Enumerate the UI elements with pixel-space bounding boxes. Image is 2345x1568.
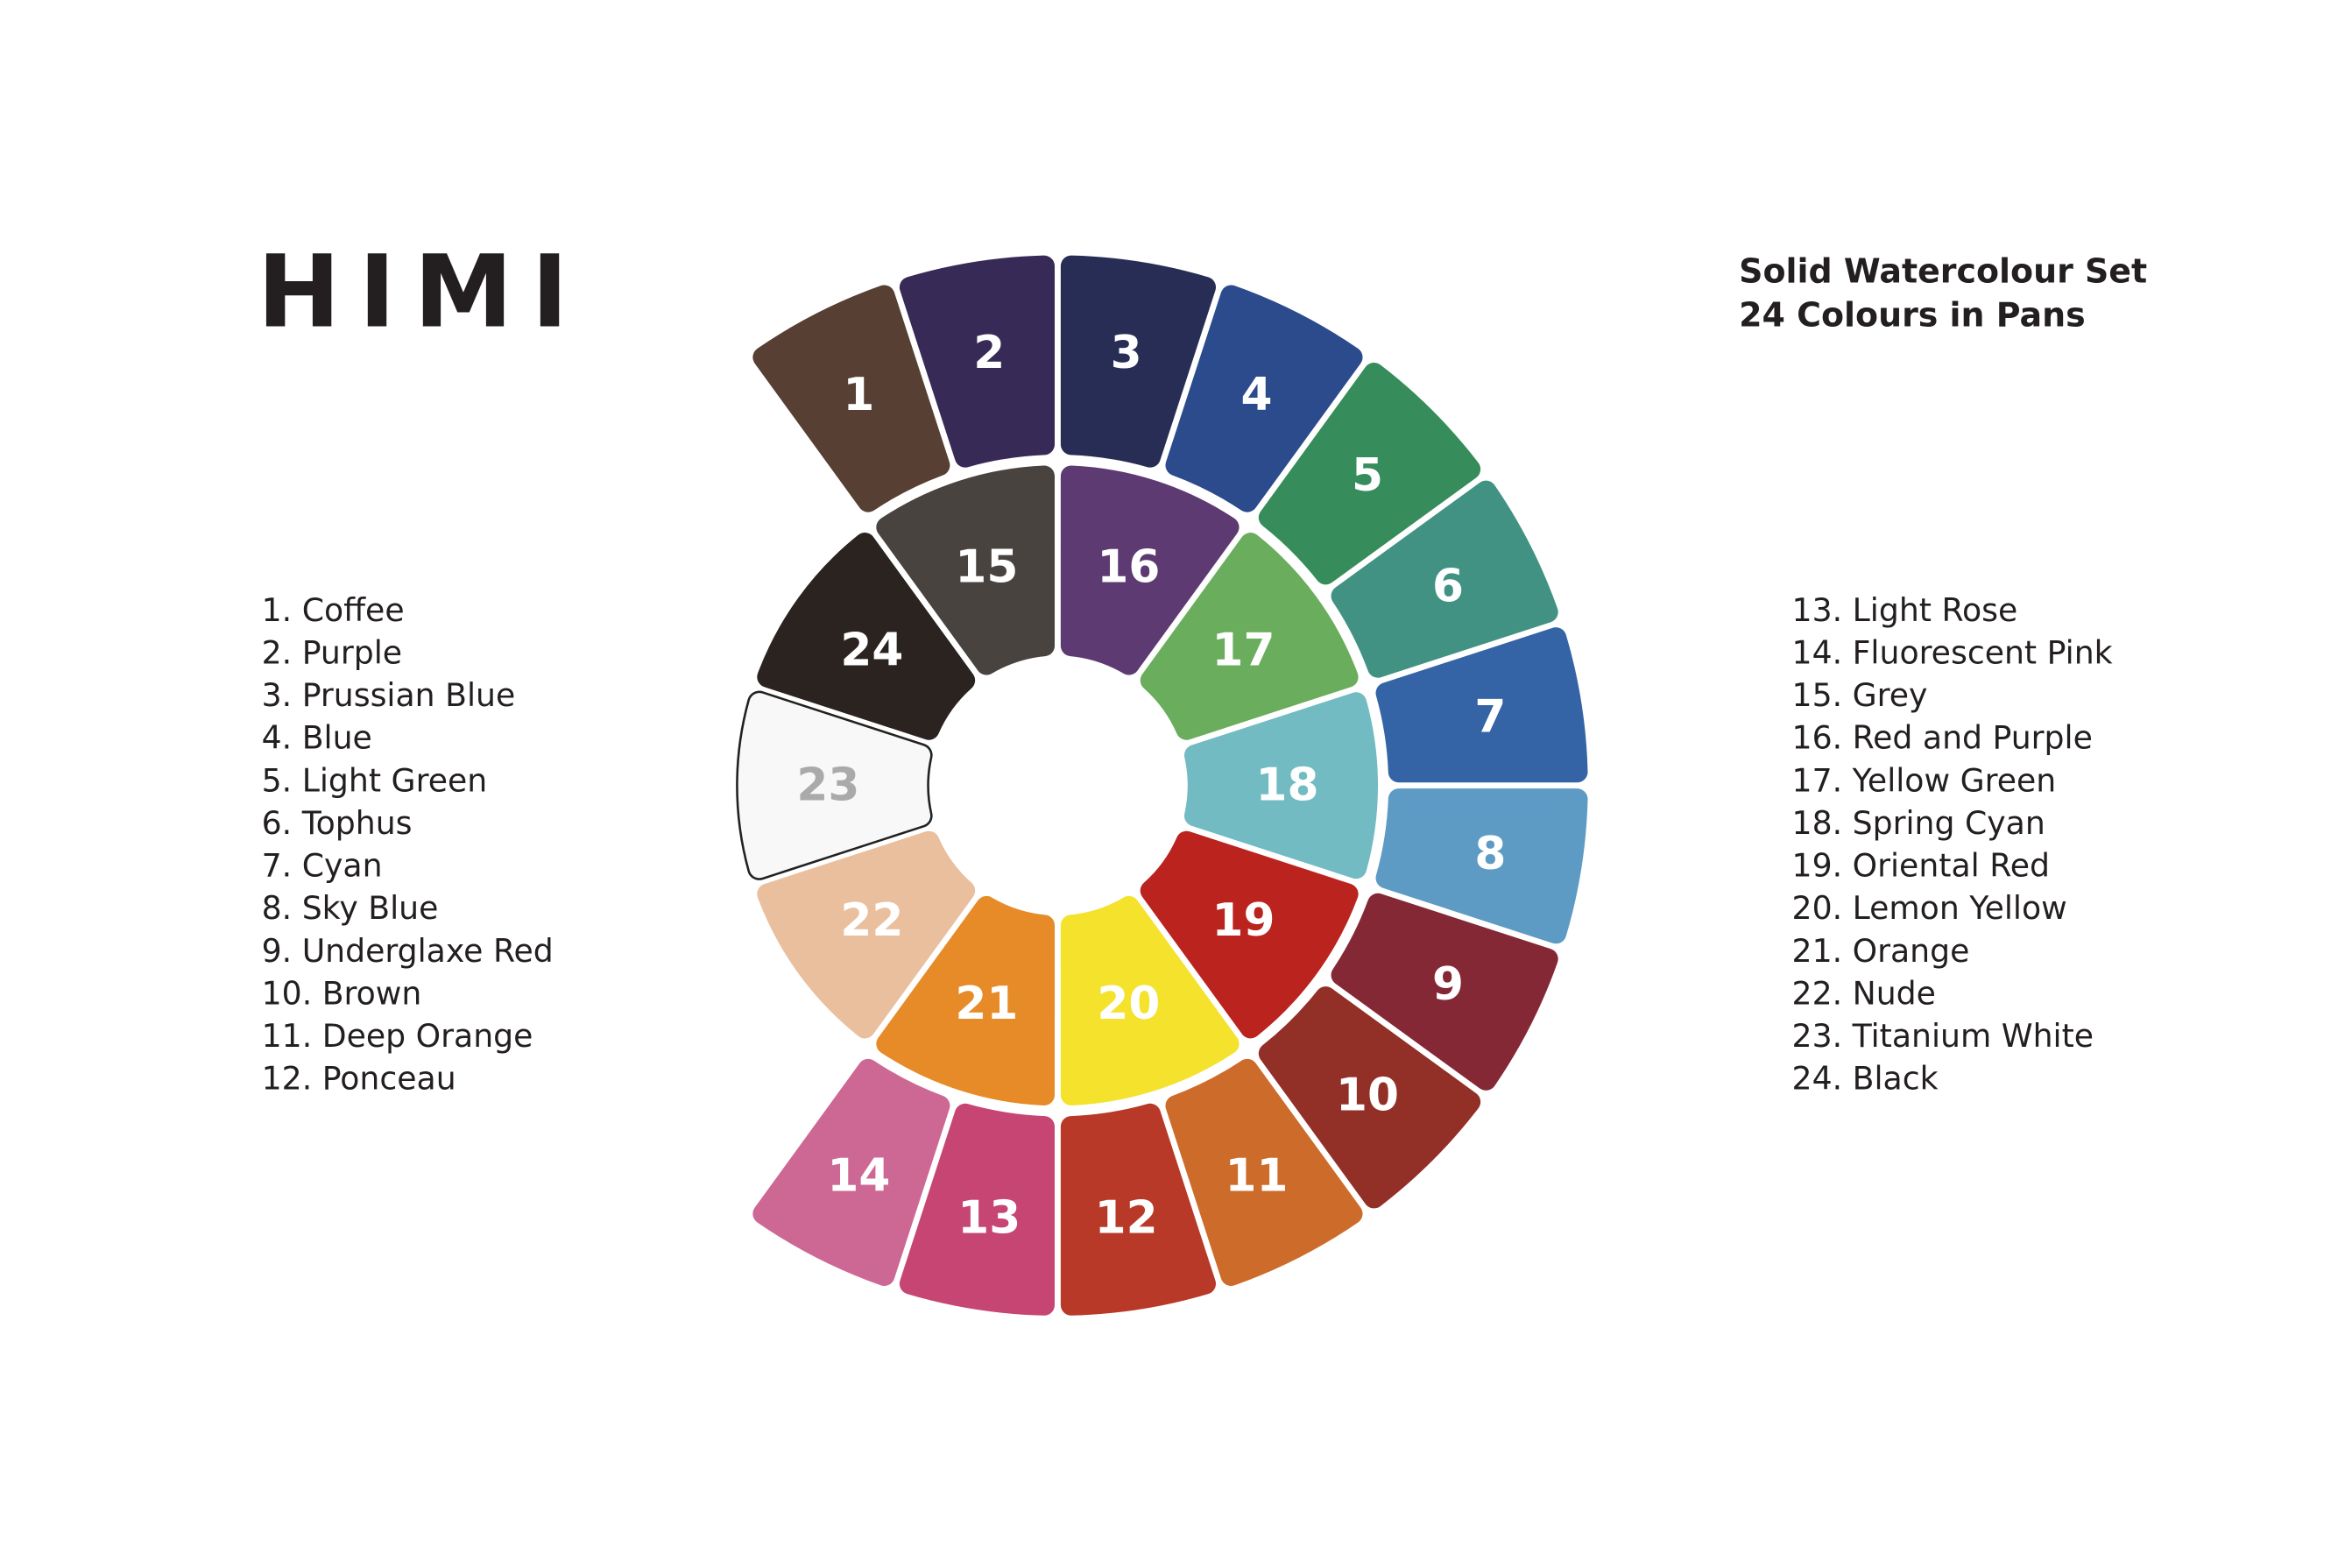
swatch xyxy=(1375,627,1588,783)
swatch-number: 16 xyxy=(1097,540,1160,593)
swatch xyxy=(757,830,976,1039)
legend-item: 24. Black xyxy=(1792,1060,1939,1098)
swatch-number: 10 xyxy=(1336,1069,1399,1121)
swatch-number: 1 xyxy=(843,369,874,421)
swatch-number: 8 xyxy=(1474,828,1506,880)
swatch-number: 24 xyxy=(840,625,903,677)
swatch xyxy=(757,533,976,740)
title-line: Solid Watercolour Set xyxy=(1739,251,2147,290)
swatch-number: 4 xyxy=(1240,369,1272,421)
legend-item: 7. Cyan xyxy=(262,847,383,885)
legend-item: 14. Fluorescent Pink xyxy=(1792,633,2113,671)
swatch-number: 19 xyxy=(1212,894,1275,947)
swatch xyxy=(752,285,950,512)
legend-item: 12. Ponceau xyxy=(262,1060,456,1098)
swatch xyxy=(876,895,1056,1105)
swatch xyxy=(1165,1058,1363,1286)
swatch xyxy=(1331,480,1558,678)
swatch-number: 2 xyxy=(973,327,1005,379)
swatch xyxy=(1060,1103,1217,1316)
swatch-number: 23 xyxy=(796,759,859,812)
legend-item: 3. Prussian Blue xyxy=(262,676,516,714)
swatch xyxy=(1258,363,1481,585)
swatch xyxy=(738,693,931,879)
swatch-number: 13 xyxy=(957,1192,1021,1245)
swatch xyxy=(1140,533,1359,740)
legend-item: 15. Grey xyxy=(1792,676,1928,714)
swatch-number: 9 xyxy=(1432,958,1464,1011)
legend-item: 1. Coffee xyxy=(262,591,405,629)
legend-item: 17. Yellow Green xyxy=(1792,761,2057,799)
swatch xyxy=(1140,830,1359,1039)
swatch-number: 12 xyxy=(1095,1192,1158,1245)
brand: HIMI xyxy=(257,233,586,350)
swatch-number: 21 xyxy=(955,978,1018,1030)
legend-item: 11. Deep Orange xyxy=(262,1017,533,1055)
swatch-number: 18 xyxy=(1256,759,1319,812)
legend-item: 22. Nude xyxy=(1792,974,1936,1012)
legend-item: 9. Underglaxe Red xyxy=(262,932,554,970)
legend: 1. Coffee 2. Purple 3. Prussian Blue 4. Blu… xyxy=(262,591,2113,1098)
swatch xyxy=(1183,692,1378,879)
swatch-number: 17 xyxy=(1212,625,1275,677)
legend-item: 8. Sky Blue xyxy=(262,889,439,927)
legend-item: 21. Orange xyxy=(1792,932,1970,970)
legend-item: 18. Spring Cyan xyxy=(1792,804,2045,842)
swatch xyxy=(899,255,1055,468)
swatch xyxy=(876,465,1056,675)
legend-item: 19. Oriental Red xyxy=(1792,847,2050,885)
legend-item: 13. Light Rose xyxy=(1792,591,2018,629)
swatch xyxy=(752,1058,950,1286)
swatch xyxy=(1060,465,1240,675)
legend-item: 4. Blue xyxy=(262,719,372,757)
swatch xyxy=(1165,285,1363,512)
swatch xyxy=(1060,255,1217,468)
swatch xyxy=(1060,895,1240,1105)
swatch-number: 7 xyxy=(1474,690,1506,743)
swatch xyxy=(1331,893,1558,1091)
swatch xyxy=(899,1103,1055,1316)
swatch-number: 5 xyxy=(1352,449,1383,502)
legend-item: 20. Lemon Yellow xyxy=(1792,889,2067,927)
swatch-number: 22 xyxy=(840,894,903,947)
swatch-number: 20 xyxy=(1097,978,1160,1030)
legend-item: 16. Red and Purple xyxy=(1792,719,2093,757)
swatch-number: 11 xyxy=(1225,1149,1288,1202)
swatch-number: 6 xyxy=(1432,561,1464,613)
swatch-number: 14 xyxy=(827,1149,890,1202)
swatch xyxy=(1258,986,1481,1209)
legend-item: 5. Light Green xyxy=(262,761,488,799)
title-line: 24 Colours in Pans xyxy=(1739,295,2086,334)
legend-item: 10. Brown xyxy=(262,974,422,1012)
swatch-number: 3 xyxy=(1111,327,1142,379)
legend-item: 2. Purple xyxy=(262,633,402,671)
legend-item: 23. Titanium White xyxy=(1792,1017,2094,1055)
swatch xyxy=(1375,788,1588,944)
swatch-number: 15 xyxy=(955,540,1018,593)
legend-item: 6. Tophus xyxy=(262,804,413,842)
